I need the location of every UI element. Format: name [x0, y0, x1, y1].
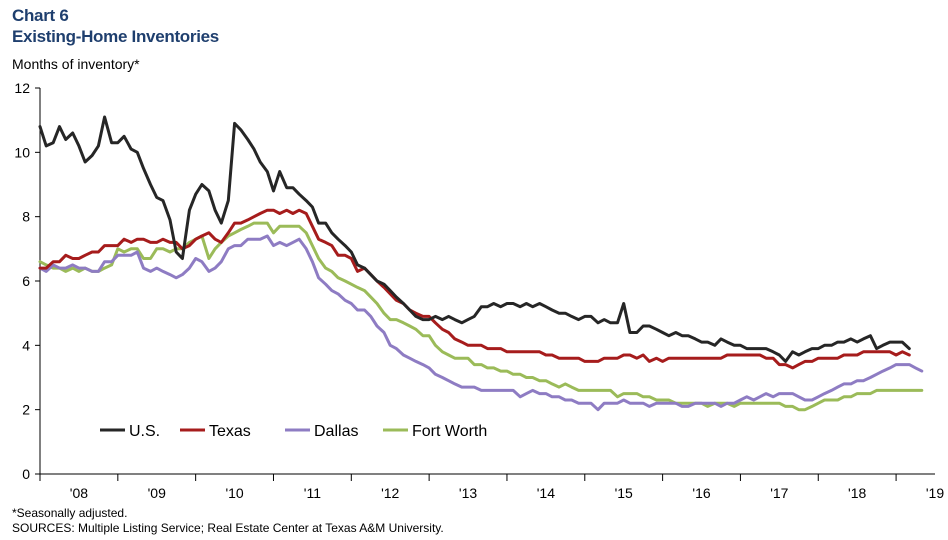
axes: 0 2 4 6 8 10 12 '08 '09 '10 '11 '12 '13 '14 '15 '16 '17 '…	[14, 80, 944, 500]
x-tick-label-14: '14	[537, 485, 555, 500]
y-tick-label-0: 0	[22, 466, 30, 482]
x-tick-label-08: '08	[70, 485, 88, 500]
series-line-dallas	[38, 234, 924, 412]
x-tick-label-17: '17	[770, 485, 788, 500]
x-tick-label-10: '10	[225, 485, 243, 500]
series-line-texas	[38, 208, 911, 370]
legend-label-texas: Texas	[209, 423, 251, 440]
y-axis-label: Months of inventory*	[12, 56, 140, 72]
footnote: *Seasonally adjusted.	[12, 506, 128, 520]
x-tick-label-19: '19	[926, 485, 944, 500]
y-tick-label-8: 8	[22, 209, 30, 225]
x-tick-label-09: '09	[148, 485, 166, 500]
x-tick-label-15: '15	[615, 485, 633, 500]
y-tick-label-10: 10	[14, 144, 30, 160]
x-tick-label-12: '12	[381, 485, 399, 500]
legend-label-dallas: Dallas	[314, 423, 358, 440]
x-tick-label-11: '11	[304, 485, 321, 500]
series-line-u-s	[38, 115, 911, 363]
y-tick-label-4: 4	[22, 337, 30, 353]
series-lines	[38, 115, 924, 412]
y-tick-label-12: 12	[14, 80, 30, 96]
legend-label-fort-worth: Fort Worth	[412, 423, 487, 440]
source-note: SOURCES: Multiple Listing Service; Real …	[12, 521, 444, 535]
series-line-fort-worth	[38, 221, 924, 412]
chart-title: Existing-Home Inventories	[12, 27, 219, 46]
y-tick-label-6: 6	[22, 273, 30, 289]
line-chart: 0 2 4 6 8 10 12 '08 '09 '10 '11 '12 '13 '14 '15 '16 '17 '…	[14, 80, 944, 500]
chart-number: Chart 6	[12, 6, 69, 25]
x-tick-label-13: '13	[459, 485, 477, 500]
y-tick-label-2: 2	[22, 402, 30, 418]
legend: U.S. Texas Dallas Fort Worth	[100, 423, 487, 440]
x-tick-label-16: '16	[692, 485, 710, 500]
x-tick-label-18: '18	[848, 485, 866, 500]
legend-label-u-s: U.S.	[129, 423, 160, 440]
